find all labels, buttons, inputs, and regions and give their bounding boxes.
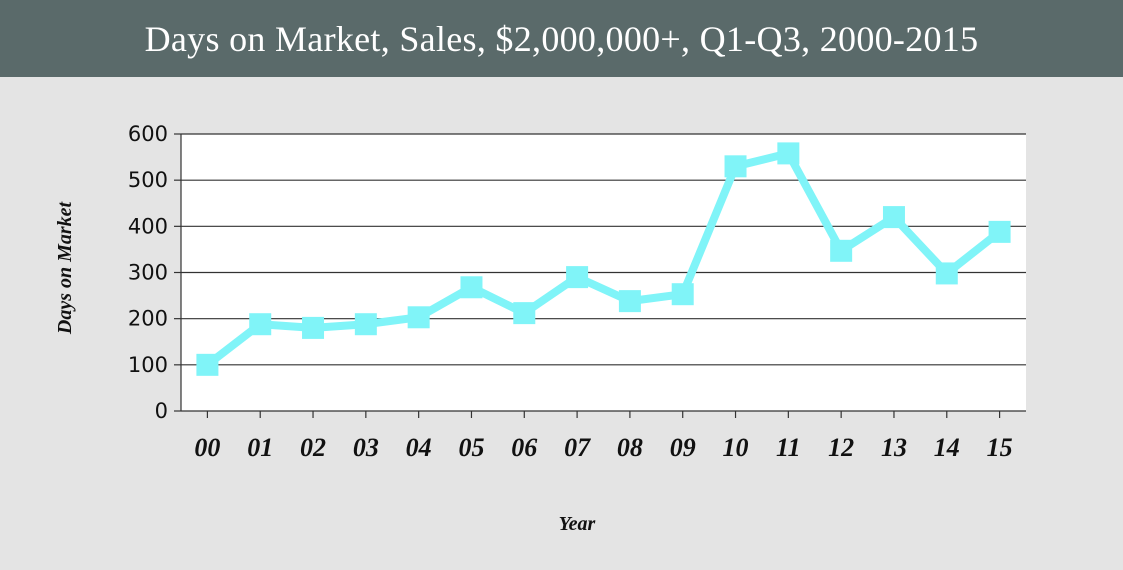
data-point-04 (407, 306, 430, 329)
y-tick-label: 400 (128, 214, 168, 238)
x-tick-label: 05 (458, 433, 484, 462)
data-point-15 (988, 220, 1011, 243)
data-point-08 (618, 290, 641, 313)
data-point-02 (302, 316, 325, 339)
x-tick-label: 10 (723, 433, 749, 462)
chart-title-bar: Days on Market, Sales, $2,000,000+, Q1-Q… (0, 0, 1123, 77)
x-tick-label: 03 (353, 433, 379, 462)
x-axis-ticks: 00 01 02 03 04 05 06 07 08 09 10 11 12 13 14 15 (194, 411, 1013, 462)
x-tick-label: 13 (881, 433, 907, 462)
data-point-09 (671, 283, 694, 306)
y-axis-label: Days on Market (54, 200, 76, 335)
x-tick-label: 07 (564, 433, 591, 462)
data-point-06 (513, 302, 536, 325)
series-line (204, 149, 1003, 369)
data-point-03 (354, 313, 377, 336)
x-axis-label: Year (559, 513, 596, 535)
data-point-14 (935, 262, 958, 285)
x-tick-label: 02 (300, 433, 326, 462)
x-tick-label: 12 (828, 433, 854, 462)
data-point-12 (830, 239, 853, 262)
data-point-05 (460, 276, 483, 299)
y-tick-label: 500 (128, 168, 168, 192)
x-tick-label: 08 (617, 433, 643, 462)
x-tick-label: 11 (776, 433, 801, 462)
y-tick-label: 600 (128, 122, 168, 146)
y-axis-ticks: 0 100 200 300 400 500 600 (128, 122, 181, 423)
data-point-13 (882, 206, 905, 229)
data-point-10 (724, 155, 747, 178)
chart-title: Days on Market, Sales, $2,000,000+, Q1-Q… (144, 18, 979, 59)
y-tick-label: 100 (128, 353, 168, 377)
x-tick-label: 15 (987, 433, 1013, 462)
x-tick-label: 14 (934, 433, 960, 462)
y-tick-label: 0 (155, 399, 168, 423)
x-tick-label: 01 (247, 433, 273, 462)
x-tick-label: 04 (406, 433, 432, 462)
data-point-01 (249, 313, 272, 336)
x-tick-label: 09 (670, 433, 696, 462)
x-tick-label: 00 (194, 433, 220, 462)
y-tick-label: 300 (128, 261, 168, 285)
y-tick-label: 200 (128, 307, 168, 331)
series (196, 142, 1011, 376)
data-point-00 (196, 353, 219, 376)
data-point-11 (777, 142, 800, 165)
x-tick-label: 06 (511, 433, 537, 462)
data-point-07 (566, 266, 589, 289)
